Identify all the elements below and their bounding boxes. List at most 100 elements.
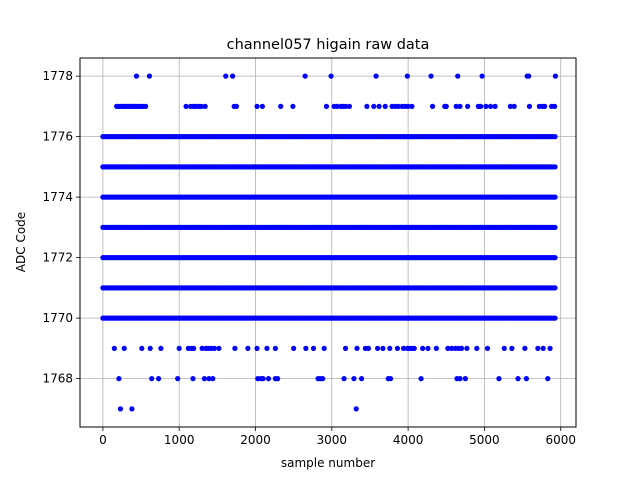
data-point [507, 103, 513, 109]
data-point [501, 345, 507, 351]
data-point [433, 345, 439, 351]
data-point [176, 345, 182, 351]
data-point [483, 103, 489, 109]
data-point [458, 345, 465, 351]
data-point [515, 376, 521, 382]
y-tick-label: 1772 [42, 251, 73, 265]
data-point [111, 345, 117, 351]
data-point [146, 73, 153, 79]
data-point [321, 345, 327, 351]
data-point [387, 345, 393, 351]
data-point [334, 103, 340, 109]
data-point [201, 376, 207, 382]
data-point [526, 73, 532, 79]
data-point [254, 103, 260, 109]
data-point [474, 345, 480, 351]
y-tick-label: 1774 [42, 190, 73, 204]
data-point [382, 103, 388, 109]
y-tick-label: 1776 [42, 130, 73, 144]
data-point [453, 103, 459, 109]
data-points [100, 73, 558, 412]
data-point [387, 376, 394, 382]
data-point [465, 103, 471, 109]
data-point [175, 376, 181, 382]
data-point [496, 376, 502, 382]
data-point [552, 73, 558, 79]
data-point [233, 103, 240, 109]
x-tick-label: 3000 [317, 433, 348, 447]
data-point [260, 376, 266, 382]
data-point [540, 345, 546, 351]
data-point [254, 345, 260, 351]
data-point [302, 73, 308, 79]
data-point [341, 376, 347, 382]
data-point [449, 345, 455, 351]
x-axis-label: sample number [281, 456, 375, 470]
data-point [198, 103, 204, 109]
data-point [190, 376, 196, 382]
data-point [365, 345, 372, 351]
data-point [445, 345, 451, 351]
data-point [552, 255, 558, 261]
data-point [210, 376, 216, 382]
data-point [405, 103, 411, 109]
data-point [457, 376, 463, 382]
data-point [223, 73, 229, 79]
data-point [375, 345, 381, 351]
data-point [552, 224, 558, 230]
y-tick-label: 1768 [42, 372, 73, 386]
data-point [479, 73, 485, 79]
data-point [552, 315, 558, 321]
x-tick-label: 2000 [240, 433, 271, 447]
data-point [542, 103, 548, 109]
data-point [376, 103, 382, 109]
data-point [328, 73, 334, 79]
data-point [487, 103, 494, 109]
data-point [464, 345, 470, 351]
x-tick-label: 4000 [393, 433, 424, 447]
data-point [149, 376, 155, 382]
data-point [245, 345, 251, 351]
data-point [129, 406, 135, 412]
data-point [457, 103, 463, 109]
data-point [380, 345, 386, 351]
data-point [409, 103, 415, 109]
data-point [143, 103, 149, 109]
data-point [211, 345, 217, 351]
data-point [443, 103, 449, 109]
data-point [290, 103, 296, 109]
data-point [133, 73, 140, 79]
data-point [462, 376, 468, 382]
data-point [310, 345, 317, 351]
data-point [418, 376, 424, 382]
x-tick-label: 5000 [469, 433, 500, 447]
data-point [411, 345, 417, 351]
data-point [158, 345, 164, 351]
data-point [484, 345, 491, 351]
data-point [526, 103, 533, 109]
data-point [420, 345, 426, 351]
data-point [535, 345, 541, 351]
data-point [552, 194, 558, 200]
data-point [425, 345, 431, 351]
data-point [183, 103, 189, 109]
data-point [191, 345, 197, 351]
data-point [394, 345, 401, 351]
data-point [552, 285, 558, 291]
data-point [400, 345, 407, 351]
data-point [478, 103, 484, 109]
data-point [117, 406, 124, 412]
data-point [278, 103, 284, 109]
data-point [291, 345, 297, 351]
data-point [404, 73, 410, 79]
data-point [455, 73, 461, 79]
data-point [275, 376, 281, 382]
y-tick-label: 1778 [42, 69, 73, 83]
data-point [353, 406, 359, 412]
y-axis-label: ADC Code [14, 212, 28, 272]
data-point [373, 73, 379, 79]
data-point [364, 103, 370, 109]
data-point [272, 345, 278, 351]
